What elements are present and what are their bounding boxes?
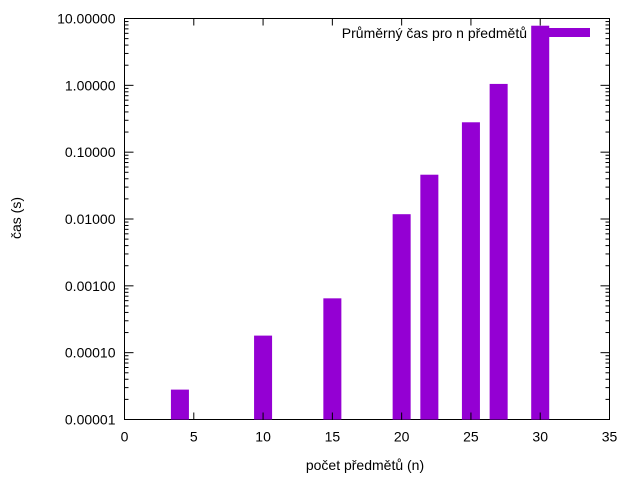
legend: Průměrný čas pro n předmětů: [342, 25, 590, 41]
bar: [461, 122, 480, 420]
x-tick-label: 30: [532, 429, 548, 445]
bar: [170, 389, 189, 420]
x-tick-label: 25: [463, 429, 479, 445]
bar: [254, 335, 273, 420]
y-tick-label: 0.00010: [65, 345, 116, 361]
bar: [489, 83, 508, 420]
x-axis-label: počet předmětů (n): [306, 457, 424, 473]
x-tick-label: 0: [121, 429, 129, 445]
x-tick-label: 10: [255, 429, 271, 445]
legend-label: Průměrný čas pro n předmětů: [342, 25, 527, 41]
x-tick-label: 35: [602, 429, 618, 445]
bar: [392, 214, 411, 420]
x-tick-label: 15: [325, 429, 341, 445]
bar: [323, 298, 342, 420]
y-tick-label: 0.00100: [65, 278, 116, 294]
bars-layer: [170, 25, 550, 420]
y-axis-ticks: 0.00001 0.00010 0.00100 0.01000 0.10000 1.000…: [57, 11, 610, 428]
x-tick-label: 20: [394, 429, 410, 445]
y-tick-label: 0.10000: [65, 144, 116, 160]
x-tick-label: 5: [190, 429, 198, 445]
y-tick-label: 0.00001: [65, 412, 116, 428]
bar: [531, 25, 550, 420]
y-tick-label: 10.00000: [57, 11, 116, 27]
bar: [420, 174, 439, 420]
x-axis-ticks: 0 5 10 15 20 25 30 35: [121, 18, 618, 445]
y-tick-label: 0.01000: [65, 211, 116, 227]
y-axis-label: čas (s): [8, 197, 24, 239]
legend-swatch: [540, 28, 590, 37]
y-tick-label: 1.00000: [65, 77, 116, 93]
